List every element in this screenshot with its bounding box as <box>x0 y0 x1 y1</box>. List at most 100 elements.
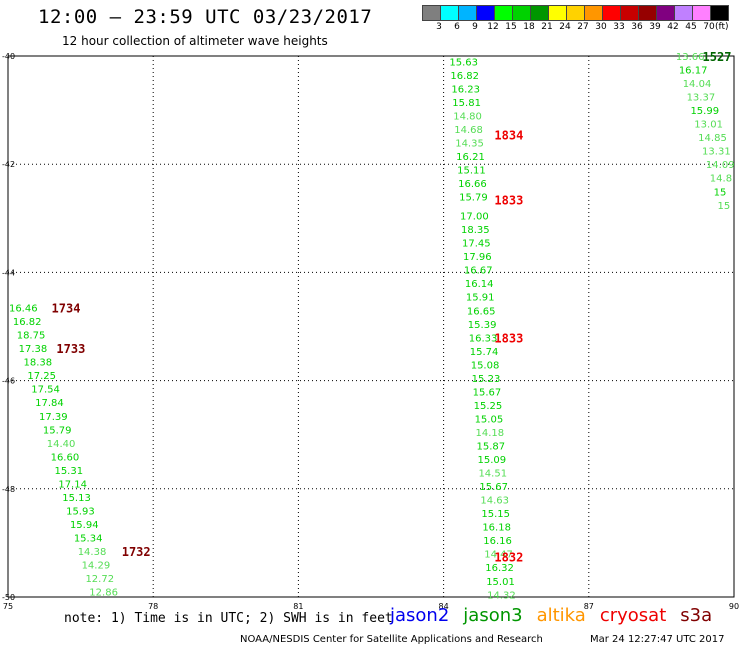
wave-height-point: 17.45 <box>462 239 491 250</box>
wave-height-point: 17.84 <box>35 398 64 409</box>
x-tick-label: 75 <box>3 602 13 611</box>
wave-height-point: 16.21 <box>456 152 485 163</box>
wave-height-point: 15.79 <box>459 193 488 204</box>
x-tick-label: 81 <box>293 602 303 611</box>
colorbar-label: 21 <box>541 22 553 32</box>
wave-height-point: 18.75 <box>17 331 46 342</box>
wave-height-point: 15.09 <box>477 455 506 466</box>
footer-timestamp: Mar 24 12:27:47 UTC 2017 <box>590 634 725 645</box>
satellite-legend: jason2 jason3 altika cryosat s3a <box>390 605 712 626</box>
wave-height-point: 15.99 <box>690 106 719 117</box>
wave-height-point: 16.23 <box>451 84 480 95</box>
wave-height-point: 16.18 <box>482 523 511 534</box>
time-label: 1734 <box>52 302 81 316</box>
colorbar-label: 39 <box>649 22 661 32</box>
wave-height-point: 15.11 <box>457 166 486 177</box>
wave-height-point: 15.34 <box>74 533 103 544</box>
colorbar-label: 33 <box>613 22 625 32</box>
x-tick-label: 84 <box>439 602 449 611</box>
satellite-legend-cryosat: cryosat <box>599 605 667 626</box>
wave-height-point: 14.18 <box>476 428 505 439</box>
wave-height-point: 15.81 <box>452 98 481 109</box>
y-tick-label: -44 <box>2 268 15 277</box>
time-label: 1733 <box>56 342 85 356</box>
colorbar-label: 36 <box>631 22 643 32</box>
wave-height-point: 15 <box>718 201 731 212</box>
wave-height-point: 13.01 <box>694 120 723 131</box>
x-tick-label: 87 <box>584 602 594 611</box>
wave-height-point: 14.04 <box>683 79 712 90</box>
wave-height-point: 14.80 <box>453 112 482 123</box>
satellite-legend-jason2: jason2 <box>390 605 450 626</box>
wave-height-point: 15.63 <box>449 57 478 68</box>
wave-height-point: 17.54 <box>31 385 60 396</box>
colorbar-label: 70 <box>703 22 715 32</box>
wave-height-point: 15.39 <box>468 320 497 331</box>
wave-height-point: 15.67 <box>479 482 508 493</box>
wave-height-point: 16.14 <box>465 279 494 290</box>
y-tick-label: -40 <box>2 52 15 61</box>
wave-height-point: 15.87 <box>477 442 506 453</box>
colorbar-label: 9 <box>472 22 478 32</box>
x-tick-label: 90 <box>729 602 739 611</box>
colorbar-label: 6 <box>454 22 460 32</box>
colorbar-unit: (ft) <box>715 22 729 32</box>
wave-height-point: 16.82 <box>450 71 479 82</box>
plot-frame <box>7 55 735 598</box>
colorbar-label: 42 <box>667 22 679 32</box>
wave-height-point: 16.33 <box>469 333 498 344</box>
wave-height-point: 17.25 <box>27 371 56 382</box>
colorbar-label: 24 <box>559 22 571 32</box>
wave-height-point: 15.05 <box>475 414 504 425</box>
colorbar-label: 27 <box>577 22 589 32</box>
colorbar-labels: (ft) 3 6 9 12 15 18 21 24 27 30 33 36 39 42 45 70 <box>422 22 740 36</box>
wave-height-point: 15.25 <box>474 401 503 412</box>
wave-height-point: 14.29 <box>82 561 111 572</box>
satellite-legend-s3a: s3a <box>680 605 713 626</box>
time-label: 1834 <box>494 128 523 142</box>
satellite-legend-altika: altika <box>536 605 586 626</box>
wave-height-point: 14.47 <box>484 550 513 561</box>
wave-height-point: 15.93 <box>66 506 95 517</box>
data-points: 15.63 16.82 16.23 15.81 14.80 14.68 14.35 16.21… <box>9 52 735 601</box>
wave-height-point: 15.79 <box>43 425 72 436</box>
x-tick-label: 78 <box>148 602 158 611</box>
wave-height-point: 16.32 <box>485 563 514 574</box>
chart-title: 12:00 — 23:59 UTC 03/23/2017 <box>38 6 373 28</box>
wave-height-point: 17.38 <box>19 344 48 355</box>
wave-height-point: 15.31 <box>54 466 83 477</box>
wave-height-point: 14.40 <box>47 439 76 450</box>
wave-height-point: 16.16 <box>483 536 512 547</box>
wave-height-point: 16.17 <box>679 66 708 77</box>
wave-height-point: 17.96 <box>463 252 492 263</box>
colorbar-label: 30 <box>595 22 607 32</box>
wave-height-point: 15.74 <box>470 347 499 358</box>
wave-height-point: 14.38 <box>78 547 107 558</box>
y-tick-label: -42 <box>2 160 15 169</box>
wave-height-point: 18.35 <box>461 225 490 236</box>
wave-height-point: 15.94 <box>70 520 99 531</box>
wave-height-point: 14.32 <box>487 590 516 601</box>
wave-height-point: 15.91 <box>466 293 495 304</box>
y-tick-label: -46 <box>2 377 15 386</box>
wave-height-point: 15.08 <box>471 360 500 371</box>
time-label: 1832 <box>494 550 523 564</box>
wave-height-point: 18.38 <box>23 358 52 369</box>
wave-height-point: 12.72 <box>85 574 114 585</box>
wave-height-point: 17.39 <box>39 412 68 423</box>
axis-ticks: 75 78 81 84 87 90 -40 -42 -44 -46 -48 -50 <box>2 52 739 611</box>
wave-height-point: 15.13 <box>62 493 91 504</box>
legend-note: note: 1) Time is in UTC; 2) SWH is in fe… <box>64 611 393 626</box>
wave-height-point: 13.66 <box>676 52 705 63</box>
wave-height-point: 17.14 <box>58 479 87 490</box>
chart-subtitle: 12 hour collection of altimeter wave hei… <box>62 34 328 48</box>
wave-height-point: 15.01 <box>486 577 515 588</box>
wave-height-point: 13.37 <box>687 93 716 104</box>
time-labels: 1834 1833 1833 1832 1734 1733 1732 1527 <box>52 50 732 564</box>
time-label: 1833 <box>494 331 523 345</box>
colorbar-label: 18 <box>523 22 535 32</box>
colorbar-label: 45 <box>685 22 697 32</box>
time-label: 1833 <box>494 193 523 207</box>
wave-height-point: 16.60 <box>51 452 80 463</box>
